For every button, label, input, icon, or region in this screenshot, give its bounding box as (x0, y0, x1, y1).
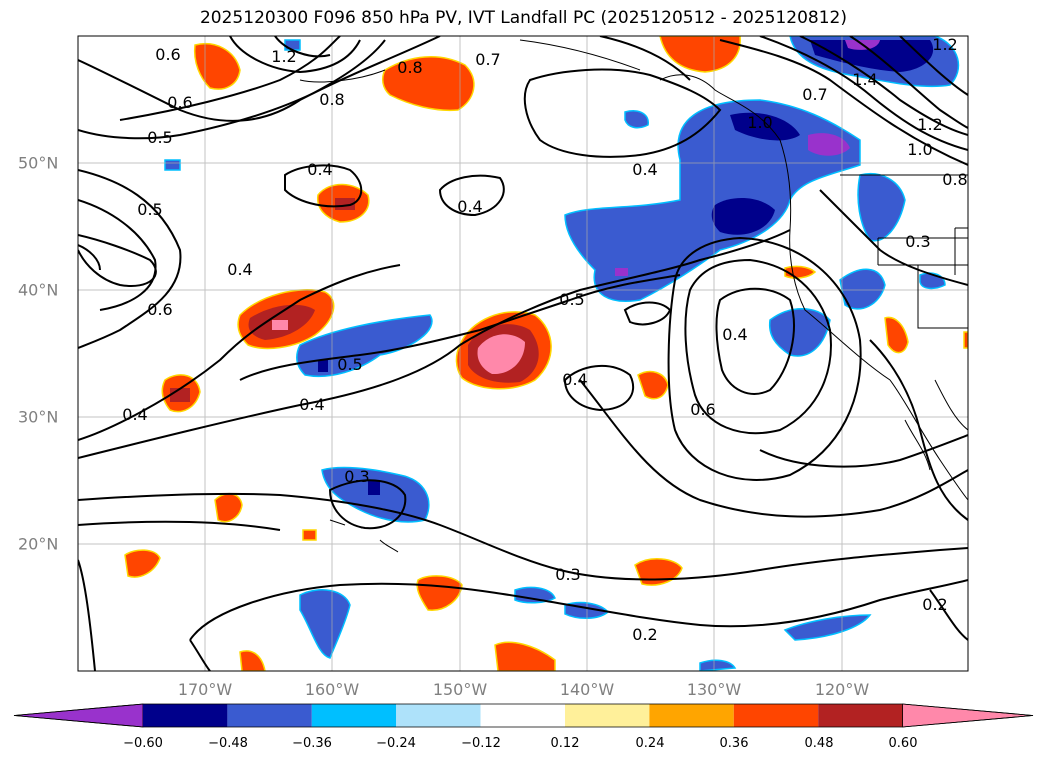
colorbar-segment (818, 704, 903, 727)
colorbar-tick-label: −0.24 (376, 736, 416, 751)
pv-contours (78, 36, 968, 671)
coastlines (299, 39, 968, 553)
colorbar (13, 703, 1034, 728)
contour-label: 1.0 (907, 140, 932, 159)
contour-label: 0.7 (475, 50, 500, 69)
latitude-label: 40°N (18, 280, 59, 300)
contour-label: 0.8 (397, 58, 422, 77)
colorbar-tick-label: −0.48 (208, 736, 248, 751)
colorbar-segment (311, 704, 397, 727)
colorbar-segment (396, 704, 481, 727)
negative-pv-shading (164, 36, 960, 671)
longitude-label: 140°W (559, 680, 615, 699)
contour-label: 0.8 (942, 170, 967, 189)
latitude-label: 20°N (18, 534, 59, 554)
latitude-label: 30°N (18, 407, 59, 427)
longitude-label: 150°W (432, 680, 488, 699)
longitude-label: 130°W (686, 680, 742, 699)
colorbar-segment (733, 704, 819, 727)
colorbar-tick-label: 0.24 (635, 736, 665, 751)
contour-label: 1.4 (852, 70, 877, 89)
contour-label: 0.4 (227, 260, 252, 279)
contour-label: 0.6 (147, 300, 172, 319)
colorbar-tick-label: −0.60 (123, 736, 163, 751)
contour-label: 0.2 (632, 625, 657, 644)
contour-label: 0.5 (137, 200, 162, 219)
colorbar-segment (480, 704, 565, 727)
longitude-label: 120°W (814, 680, 870, 699)
colorbar-tick-label: 0.48 (804, 736, 834, 751)
contour-label: 0.6 (690, 400, 715, 419)
contour-label: 1.0 (747, 113, 772, 132)
contour-label: 0.3 (344, 467, 369, 486)
contour-label: 1.2 (917, 115, 942, 134)
contour-label: 0.4 (632, 160, 657, 179)
gridlines (78, 36, 968, 671)
contour-label: 0.3 (555, 565, 580, 584)
contour-label: 0.8 (319, 90, 344, 109)
positive-pv-shading (124, 36, 968, 671)
contour-label: 0.7 (802, 85, 827, 104)
contour-label: 0.3 (905, 232, 930, 251)
contour-label: 0.4 (299, 395, 324, 414)
latitude-label: 50°N (18, 153, 59, 173)
colorbar-tick-label: −0.36 (292, 736, 332, 751)
contour-label: 0.6 (155, 45, 180, 64)
colorbar-outline (13, 703, 1034, 728)
contour-label: 0.5 (337, 355, 362, 374)
contour-label: 0.2 (922, 595, 947, 614)
contour-label: 1.2 (271, 47, 296, 66)
colorbar-segment (565, 704, 650, 727)
colorbar-segment (227, 704, 312, 727)
longitude-label: 170°W (177, 680, 233, 699)
colorbar-tick-label: 0.12 (550, 736, 580, 751)
contour-label: 0.4 (722, 325, 747, 344)
contour-label: 0.4 (457, 197, 482, 216)
contour-label: 0.5 (559, 290, 584, 309)
contour-label: 0.5 (147, 128, 172, 147)
plot-frame (77, 35, 969, 672)
colorbar-tick-label: −0.12 (461, 736, 501, 751)
contour-label: 0.4 (122, 405, 147, 424)
colorbar-extend-min (13, 703, 144, 728)
colorbar-tick-label: 0.60 (888, 736, 918, 751)
contour-label: 0.4 (562, 370, 587, 389)
contour-label: 0.6 (167, 93, 192, 112)
colorbar-tick-label: 0.36 (719, 736, 749, 751)
contour-label: 1.2 (932, 35, 957, 54)
colorbar-extend-max (902, 703, 1034, 728)
colorbar-segment (649, 704, 734, 727)
contour-labels: 0.6 0.6 0.5 0.4 0.5 0.4 0.4 0.6 0.5 0.4 … (122, 35, 967, 644)
colorbar-segment (143, 704, 228, 727)
map-title: 2025120300 F096 850 hPa PV, IVT Landfall… (199, 8, 847, 28)
contour-label: 0.4 (307, 160, 332, 179)
longitude-label: 160°W (304, 680, 360, 699)
